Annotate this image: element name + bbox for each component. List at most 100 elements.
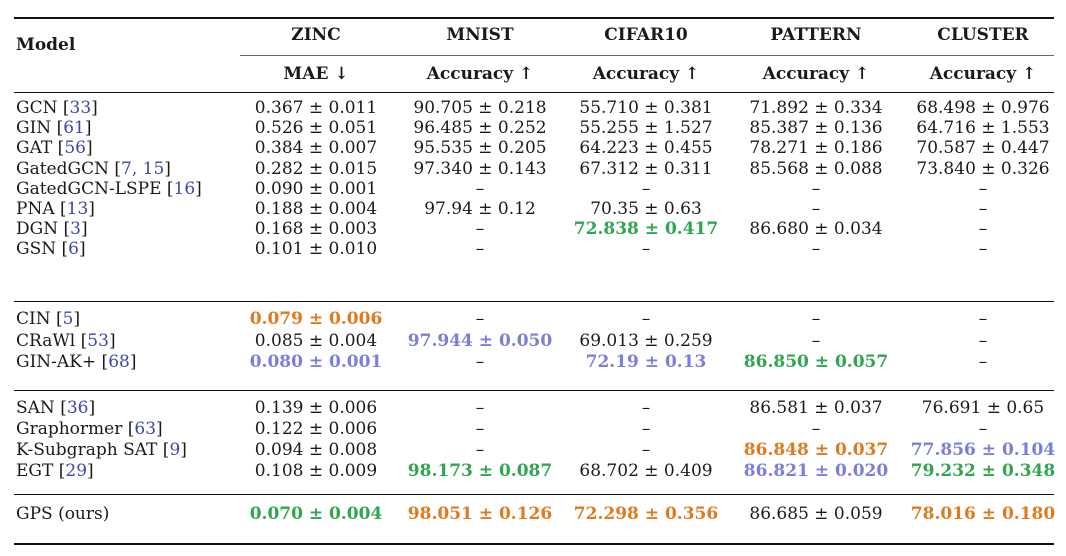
citation-link: 29	[65, 461, 88, 481]
header-dataset-cluster: CLUSTER	[937, 25, 1029, 45]
metric-cell: 72.838 ± 0.417	[573, 219, 719, 240]
metric-cell: –	[475, 178, 485, 199]
model-name: GatedGCN-LSPE	[16, 178, 162, 199]
model-name-cell: GCN [33]	[16, 98, 98, 118]
citation-link: 9	[169, 440, 181, 460]
model-name: GIN-AK+	[16, 352, 97, 372]
model-name: DGN	[16, 219, 59, 240]
metric-cell: 70.35 ± 0.63	[590, 199, 702, 219]
metric-cell: 86.685 ± 0.059	[749, 504, 883, 524]
metric-cell: –	[475, 440, 485, 460]
header-metric-cluster: Accuracy ↑	[929, 64, 1037, 84]
model-name-cell: CRaWl [53]	[16, 330, 116, 351]
model-name: GPS (ours)	[16, 504, 110, 524]
metric-cell: 72.19 ± 0.13	[585, 352, 707, 372]
citation-link: 33	[69, 98, 92, 118]
metric-cell: –	[978, 352, 988, 372]
metric-cell: –	[978, 309, 988, 329]
metric-cell: –	[641, 178, 651, 199]
metric-cell: 98.173 ± 0.087	[407, 461, 553, 481]
metric-cell: 86.581 ± 0.037	[749, 398, 883, 418]
model-name-cell: Graphormer [63]	[16, 419, 163, 439]
header-midrule	[240, 55, 1054, 56]
model-name-cell: GIN [61]	[16, 118, 92, 139]
metric-cell: –	[641, 419, 651, 439]
metric-cell: 76.691 ± 0.65	[921, 398, 1045, 418]
model-name-cell: GatedGCN [7, 15]	[16, 158, 171, 179]
metric-cell: 0.122 ± 0.006	[254, 419, 378, 439]
citation-link: 13	[66, 199, 89, 219]
metric-cell: 86.850 ± 0.057	[743, 352, 889, 372]
model-name-cell: CIN [5]	[16, 309, 81, 329]
metric-cell: 0.080 ± 0.001	[249, 352, 383, 372]
model-name-cell: GAT [56]	[16, 138, 93, 159]
metric-cell: 0.367 ± 0.011	[254, 98, 378, 118]
metric-cell: 0.282 ± 0.015	[254, 158, 378, 179]
metric-cell: –	[475, 419, 485, 439]
metric-cell: –	[811, 419, 821, 439]
citation-link: 61	[63, 118, 85, 139]
metric-cell: –	[978, 219, 988, 240]
metric-cell: –	[641, 239, 651, 260]
metric-cell: 68.702 ± 0.409	[579, 461, 713, 481]
metric-cell: 79.232 ± 0.348	[910, 461, 1056, 481]
metric-cell: 0.070 ± 0.004	[249, 504, 383, 524]
metric-cell: 67.312 ± 0.311	[579, 158, 713, 179]
model-name: GSN	[16, 239, 57, 260]
model-name: EGT	[16, 461, 54, 481]
metric-cell: –	[641, 398, 651, 418]
metric-cell: –	[641, 440, 651, 460]
model-name-cell: DGN [3]	[16, 219, 88, 240]
model-name: CRaWl	[16, 330, 76, 351]
metric-cell: 0.139 ± 0.006	[254, 398, 378, 418]
model-name-cell: GatedGCN-LSPE [16]	[16, 178, 202, 199]
model-name-cell: GSN [6]	[16, 239, 86, 260]
citation-link: 3	[70, 219, 81, 240]
model-name: GatedGCN	[16, 158, 109, 179]
metric-cell: 97.340 ± 0.143	[413, 158, 547, 179]
header-metric-zinc: MAE ↓	[283, 64, 349, 84]
header-bottom-rule	[14, 92, 1054, 93]
citation-link: 16	[173, 178, 196, 199]
model-name: GCN	[16, 98, 58, 118]
metric-cell: –	[475, 352, 485, 372]
citation-link: 6	[68, 239, 79, 260]
metric-cell: –	[978, 199, 988, 219]
metric-cell: –	[475, 309, 485, 329]
citation-link: 68	[108, 352, 130, 372]
metric-cell: 97.944 ± 0.050	[407, 330, 553, 351]
metric-cell: 0.085 ± 0.004	[254, 330, 378, 351]
model-name: GIN	[16, 118, 52, 139]
header-dataset-cifar10: CIFAR10	[604, 25, 688, 45]
model-name: Graphormer	[16, 419, 123, 439]
metric-cell: 97.94 ± 0.12	[424, 199, 536, 219]
citation-link: 5	[62, 309, 74, 329]
metric-cell: –	[811, 330, 821, 351]
metric-cell: 77.856 ± 0.104	[910, 440, 1056, 460]
bottom-rule	[14, 543, 1054, 545]
metric-cell: 0.101 ± 0.010	[254, 239, 378, 260]
metric-cell: 72.298 ± 0.356	[573, 504, 719, 524]
model-name: SAN	[16, 398, 55, 418]
model-name-cell: EGT [29]	[16, 461, 94, 481]
header-dataset-zinc: ZINC	[291, 25, 341, 45]
metric-cell: 71.892 ± 0.334	[749, 98, 883, 118]
metric-cell: 98.051 ± 0.126	[407, 504, 553, 524]
metric-cell: 86.680 ± 0.034	[749, 219, 883, 240]
metric-cell: 64.716 ± 1.553	[916, 118, 1050, 139]
model-name-cell: GPS (ours)	[16, 503, 109, 525]
model-name-cell: PNA [13]	[16, 199, 95, 219]
metric-cell: 0.188 ± 0.004	[254, 199, 378, 219]
metric-cell: 73.840 ± 0.326	[916, 158, 1050, 179]
header-metric-pattern: Accuracy ↑	[762, 64, 870, 84]
model-name: GAT	[16, 138, 53, 159]
metric-cell: 90.705 ± 0.218	[413, 98, 547, 118]
metric-cell: –	[475, 219, 485, 240]
citation-link: 36	[66, 398, 89, 418]
metric-cell: 68.498 ± 0.976	[916, 98, 1050, 118]
metric-cell: 70.587 ± 0.447	[916, 138, 1050, 159]
metric-cell: –	[475, 398, 485, 418]
group-separator-rule	[14, 301, 1054, 302]
metric-cell: 0.168 ± 0.003	[254, 219, 378, 240]
citation-link: 63	[134, 419, 157, 439]
